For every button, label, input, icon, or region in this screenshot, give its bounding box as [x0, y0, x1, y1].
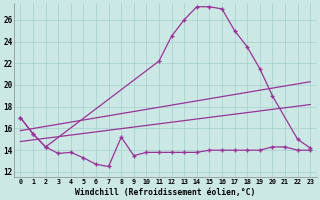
X-axis label: Windchill (Refroidissement éolien,°C): Windchill (Refroidissement éolien,°C): [75, 188, 255, 197]
